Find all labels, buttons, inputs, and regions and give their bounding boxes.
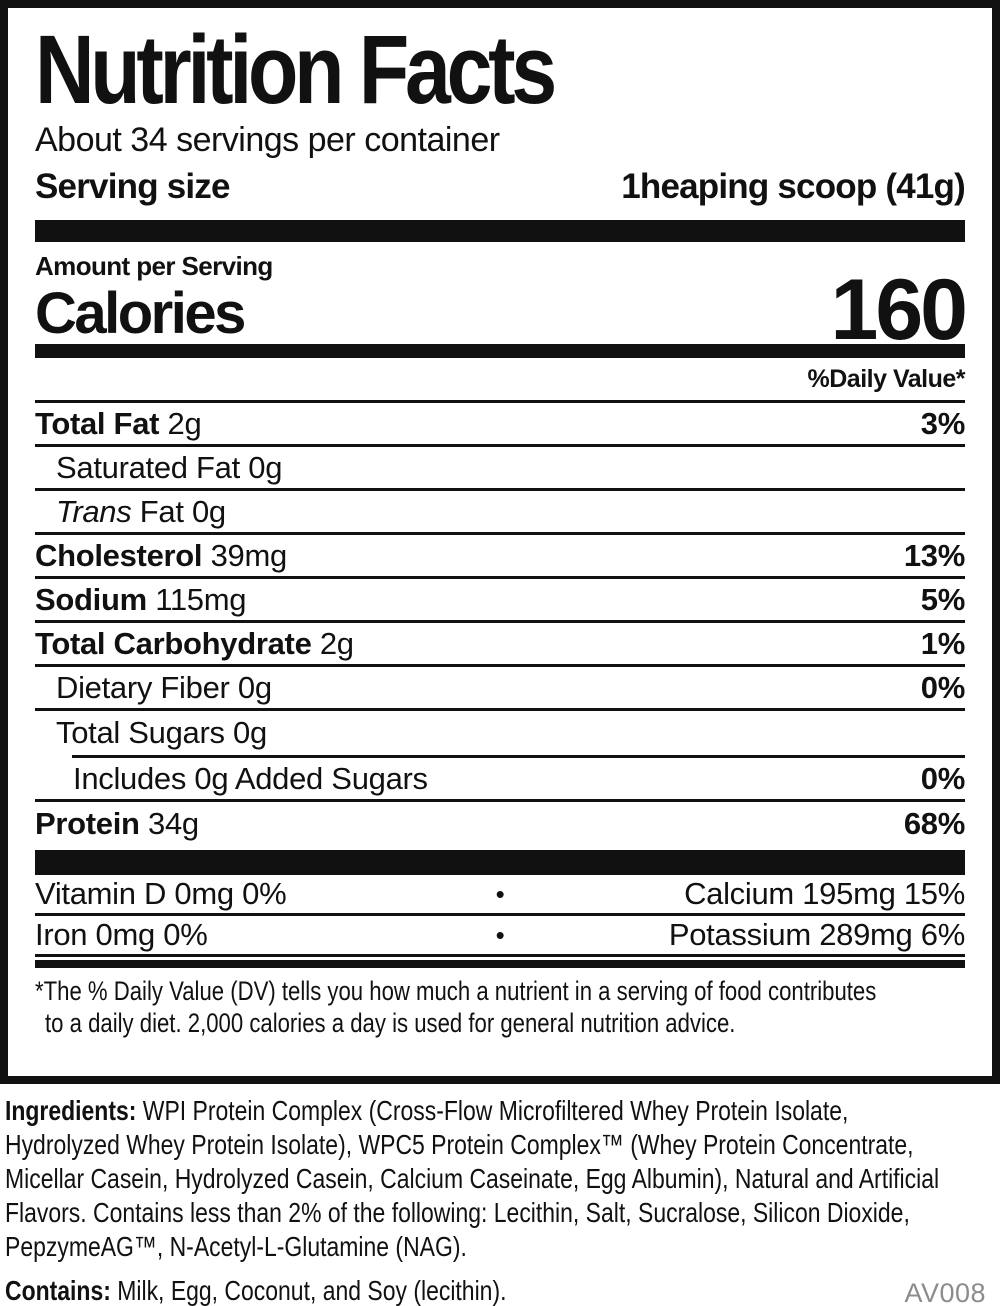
nutrient-row-total-sugars: Total Sugars 0g — [35, 711, 965, 755]
contains-text: Milk, Egg, Coconut, and Soy (lecithin). — [117, 1275, 507, 1306]
vitamin-left: Vitamin D 0mg 0% — [35, 876, 287, 911]
nutrient-dv: 1% — [920, 625, 966, 661]
vitamin-right: Calcium 195mg 15% — [684, 876, 965, 911]
daily-value-footnote: *The % Daily Value (DV) tells you how mu… — [35, 975, 965, 1039]
nutrient-name-amount: Sodium 115mg — [35, 581, 247, 617]
vitamin-right: Potassium 289mg 6% — [668, 917, 965, 952]
contains-label: Contains: — [5, 1275, 111, 1306]
indented-separator — [72, 755, 965, 758]
amount-per-serving-label: Amount per Serving — [35, 251, 273, 281]
serving-size-label: Serving size — [35, 167, 230, 206]
panel-title-wrap: Nutrition Facts — [35, 8, 965, 124]
nutrient-row-saturated-fat: Saturated Fat 0g — [35, 447, 965, 491]
nutrient-dv: 0% — [920, 669, 966, 705]
nutrient-name-amount: Dietary Fiber 0g — [56, 669, 272, 705]
nutrient-dv: 0% — [920, 760, 966, 796]
divider-thick-bar — [35, 850, 965, 875]
servings-per-container: About 34 servings per container — [35, 121, 500, 159]
nutrient-row-total-carbohydrate: Total Carbohydrate 2g 1% — [35, 623, 965, 667]
footnote-line-2: to a daily diet. 2,000 calories a day is… — [45, 1008, 736, 1038]
vitamin-row-2: Iron 0mg 0% • Potassium 289mg 6% — [35, 916, 965, 957]
nutrient-row-sodium: Sodium 115mg 5% — [35, 579, 965, 623]
ingredients-label: Ingredients: — [5, 1095, 137, 1126]
nutrient-row-protein: Protein 34g 68% — [35, 802, 965, 846]
divider-thick-bar — [35, 220, 965, 242]
ingredients-line: Hydrolyzed Whey Protein Isolate), WPC5 P… — [5, 1129, 914, 1160]
bullet-separator: • — [495, 919, 505, 950]
nutrient-row-added-sugars: Includes 0g Added Sugars 0% — [35, 758, 965, 802]
divider-medium-bar — [35, 344, 965, 358]
ingredients-line: Ingredients: WPI Protein Complex (Cross-… — [5, 1095, 849, 1126]
contains-section: Contains: Milk, Egg, Coconut, and Soy (l… — [5, 1276, 1000, 1306]
nutrient-name-amount: Total Carbohydrate 2g — [35, 625, 354, 661]
nutrient-name-amount: Protein 34g — [35, 806, 199, 841]
calories-label: Calories — [35, 281, 246, 346]
nutrient-dv: 13% — [903, 537, 965, 573]
nutrient-row-total-fat: Total Fat 2g 3% — [35, 403, 965, 447]
nutrient-row-dietary-fiber: Dietary Fiber 0g 0% — [35, 667, 965, 711]
product-code: AV008 — [904, 1278, 986, 1306]
bullet-separator: • — [495, 878, 505, 909]
calories-value: 160 — [830, 262, 968, 358]
ingredients-line: Flavors. Contains less than 2% of the fo… — [5, 1197, 910, 1228]
vitamin-row-1: Vitamin D 0mg 0% • Calcium 195mg 15% — [35, 875, 965, 916]
nutrient-row-cholesterol: Cholesterol 39mg 13% — [35, 535, 965, 579]
ingredients-line: PepzymeAG™, N-Acetyl-L-Glutamine (NAG). — [5, 1231, 467, 1262]
footnote-line-1: *The % Daily Value (DV) tells you how mu… — [35, 976, 877, 1006]
panel-title: Nutrition Facts — [35, 15, 557, 124]
nutrient-name-amount: Trans Fat 0g — [56, 493, 226, 529]
serving-size-row: Serving size 1heaping scoop (41g) — [35, 166, 966, 208]
nutrient-row-trans-fat: Trans Fat 0g — [35, 491, 965, 535]
nutrient-name-amount: Total Sugars 0g — [56, 715, 267, 750]
ingredients-line: Micellar Casein, Hydrolyzed Casein, Calc… — [5, 1163, 940, 1194]
daily-value-header: %Daily Value* — [35, 358, 966, 403]
nutrition-facts-panel: Nutrition Facts About 34 servings per co… — [0, 0, 1000, 1084]
nutrient-name-amount: Cholesterol 39mg — [35, 537, 287, 573]
nutrient-name-amount: Includes 0g Added Sugars — [73, 760, 428, 796]
nutrient-dv: 5% — [920, 581, 966, 617]
nutrient-dv: 3% — [920, 405, 966, 441]
nutrient-name-amount: Saturated Fat 0g — [56, 449, 283, 485]
nutrient-name-amount: Total Fat 2g — [35, 405, 202, 441]
calories-row: Calories 160 — [35, 262, 968, 358]
nutrient-dv: 68% — [903, 806, 965, 841]
serving-size-value: 1heaping scoop (41g) — [621, 167, 966, 206]
vitamin-left: Iron 0mg 0% — [35, 917, 208, 952]
divider-thin-bar — [35, 960, 965, 968]
ingredients-section: Ingredients: WPI Protein Complex (Cross-… — [5, 1094, 1000, 1264]
